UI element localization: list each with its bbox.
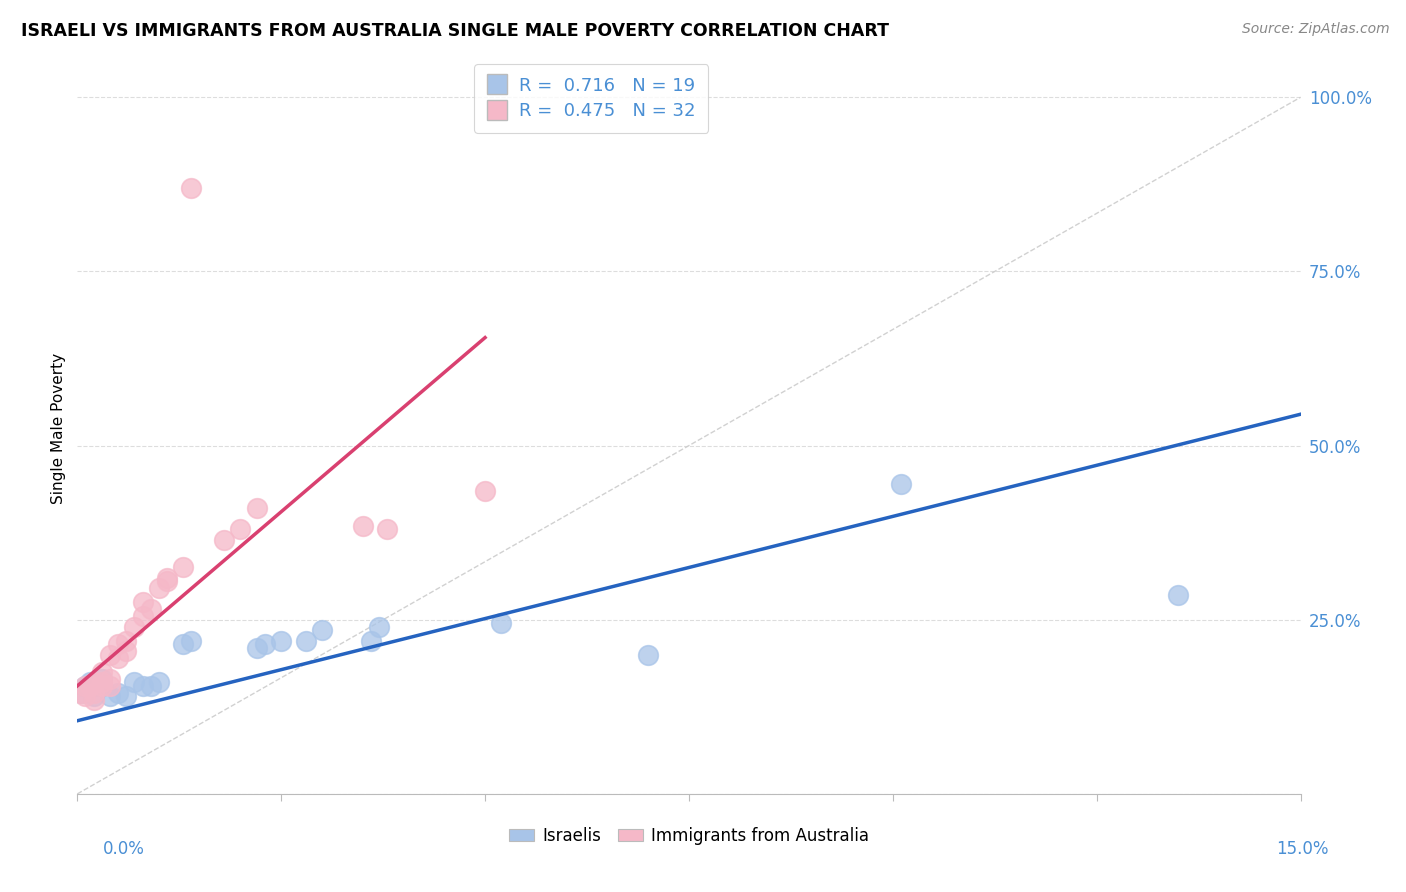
- Point: [83, 675, 105, 690]
- Point: [124, 620, 146, 634]
- Point: [311, 623, 333, 637]
- Point: [352, 518, 374, 533]
- Point: [148, 675, 170, 690]
- Point: [98, 679, 121, 693]
- Point: [124, 675, 146, 690]
- Point: [637, 648, 659, 662]
- Text: 0.0%: 0.0%: [103, 840, 145, 858]
- Point: [180, 181, 202, 195]
- Legend: Israelis, Immigrants from Australia: Israelis, Immigrants from Australia: [502, 820, 876, 851]
- Point: [90, 679, 112, 693]
- Point: [890, 476, 912, 491]
- Point: [131, 679, 153, 693]
- Point: [90, 675, 112, 690]
- Point: [115, 644, 138, 658]
- Point: [253, 637, 276, 651]
- Point: [115, 633, 138, 648]
- Point: [180, 633, 202, 648]
- Point: [172, 637, 194, 651]
- Text: Source: ZipAtlas.com: Source: ZipAtlas.com: [1241, 22, 1389, 37]
- Point: [491, 616, 513, 631]
- Point: [172, 560, 194, 574]
- Point: [1167, 588, 1189, 602]
- Point: [156, 574, 179, 589]
- Point: [75, 690, 97, 704]
- Point: [139, 679, 162, 693]
- Point: [83, 690, 105, 704]
- Point: [246, 640, 269, 655]
- Point: [83, 693, 105, 707]
- Point: [212, 533, 235, 547]
- Y-axis label: Single Male Poverty: Single Male Poverty: [51, 352, 66, 504]
- Point: [474, 483, 496, 498]
- Point: [98, 648, 121, 662]
- Point: [90, 672, 112, 686]
- Point: [107, 651, 129, 665]
- Point: [115, 690, 138, 704]
- Point: [79, 679, 101, 693]
- Point: [70, 686, 93, 700]
- Point: [79, 675, 101, 690]
- Point: [90, 679, 112, 693]
- Point: [107, 686, 129, 700]
- Point: [107, 637, 129, 651]
- Point: [246, 501, 269, 516]
- Point: [90, 665, 112, 679]
- Point: [229, 522, 252, 536]
- Text: 15.0%: 15.0%: [1277, 840, 1329, 858]
- Point: [75, 679, 97, 693]
- Point: [131, 609, 153, 624]
- Point: [75, 679, 97, 693]
- Point: [148, 582, 170, 596]
- Point: [294, 633, 316, 648]
- Point: [131, 595, 153, 609]
- Point: [368, 620, 391, 634]
- Point: [270, 633, 292, 648]
- Text: ISRAELI VS IMMIGRANTS FROM AUSTRALIA SINGLE MALE POVERTY CORRELATION CHART: ISRAELI VS IMMIGRANTS FROM AUSTRALIA SIN…: [21, 22, 889, 40]
- Point: [83, 686, 105, 700]
- Point: [375, 522, 398, 536]
- Point: [98, 672, 121, 686]
- Point: [98, 690, 121, 704]
- Point: [156, 571, 179, 585]
- Point: [70, 686, 93, 700]
- Point: [139, 602, 162, 616]
- Point: [360, 633, 382, 648]
- Point: [83, 679, 105, 693]
